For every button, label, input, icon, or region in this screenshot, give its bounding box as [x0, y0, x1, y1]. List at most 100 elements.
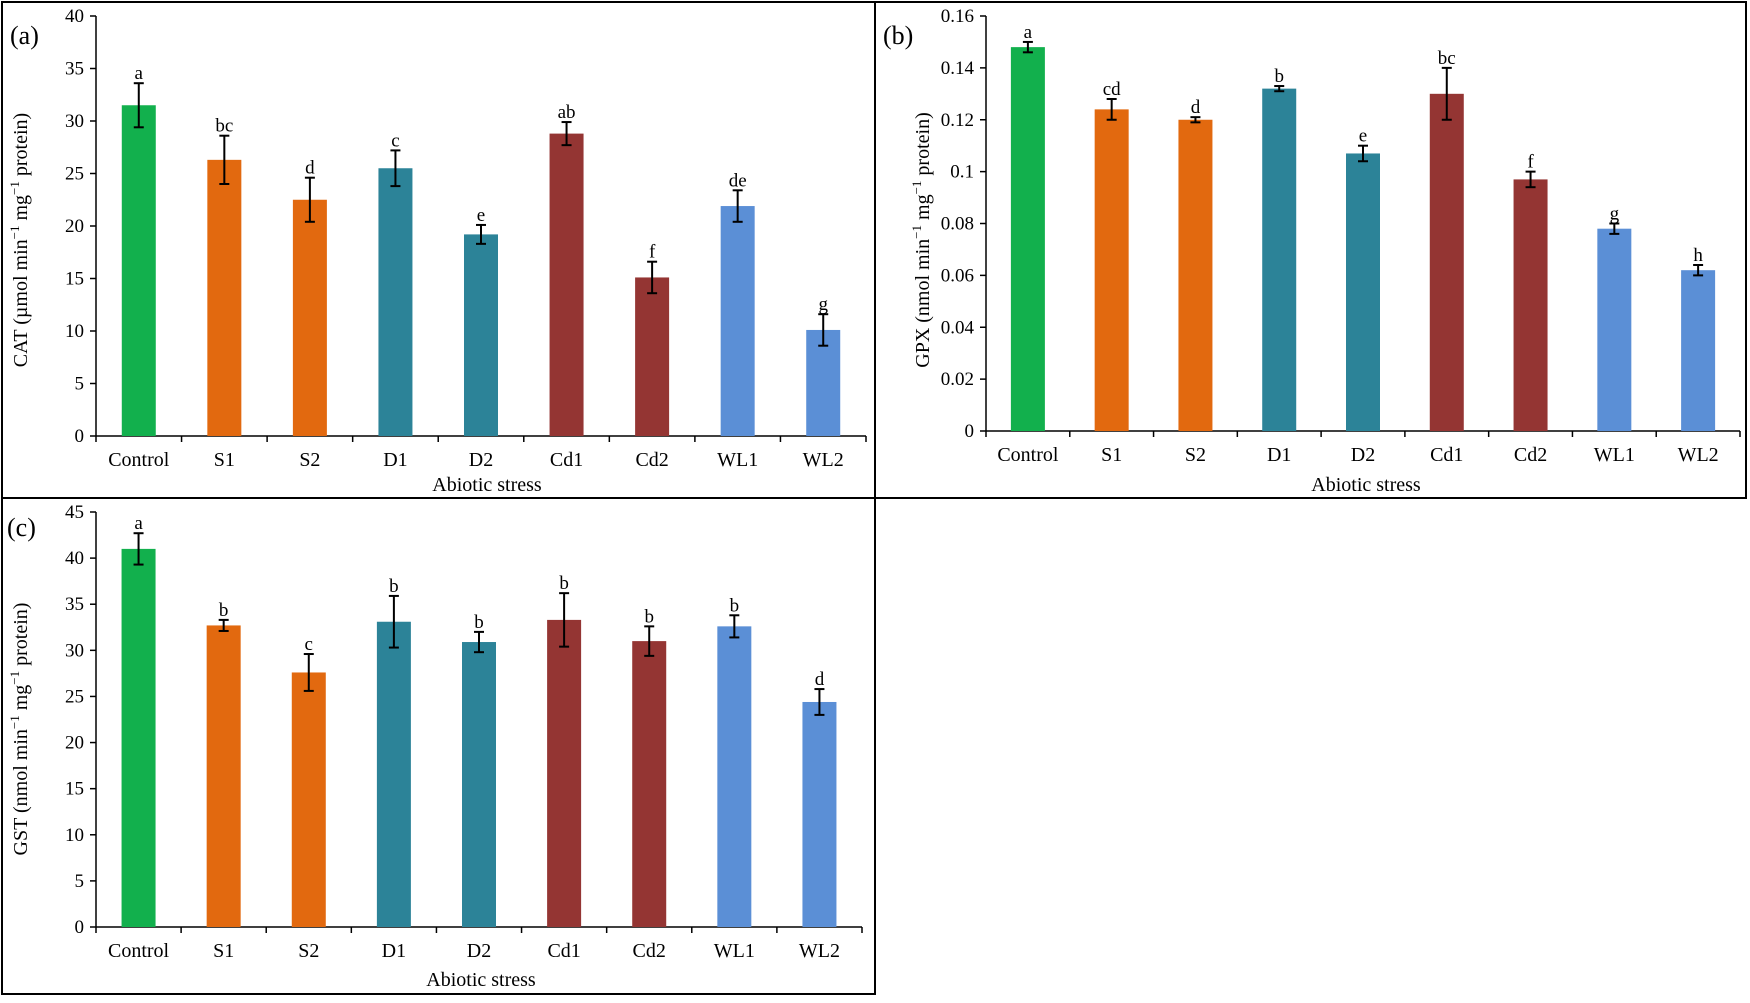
panel-b-y-tick-label: 0 [965, 421, 975, 442]
panel-c-bar-s2 [291, 672, 326, 927]
panel-b-bar-s1 [1094, 109, 1129, 431]
panel-c-y-tick-label: 30 [65, 640, 84, 661]
panel-b-significance-letter: e [1359, 126, 1367, 147]
panel-b-x-tick-label: S2 [1185, 444, 1206, 466]
panel-a-error-bar-s2 [304, 176, 315, 223]
panel-c-significance-letter: b [219, 600, 229, 621]
panel-b-bar-control [1010, 47, 1045, 431]
panel-b-bar-wl2 [1681, 270, 1716, 431]
panel-a-significance-letter: bc [215, 116, 233, 137]
panel-b-x-axis-title: Abiotic stress [1311, 474, 1421, 496]
panel-c-bar-wl1 [717, 626, 752, 927]
panel-c-significance-letter: b [474, 612, 484, 633]
panel-a-error-bar-cd1 [561, 121, 572, 147]
panel-b-error-bar-d2 [1358, 144, 1368, 163]
panel-b-error-bar-wl2 [1693, 264, 1704, 277]
panel-b-significance-letter: g [1610, 204, 1620, 225]
panel-b-frame [874, 1, 1747, 499]
panel-a-x-tick-label: Control [108, 449, 170, 471]
panel-c-significance-letter: b [389, 576, 399, 597]
panel-b-x-tick-label: Cd2 [1514, 444, 1547, 466]
panel-c-error-bar-control [133, 532, 144, 566]
panel-a-label: (a) [10, 21, 39, 50]
panel-c-bar-wl2 [802, 701, 837, 927]
panel-a-error-bar-d2 [476, 223, 486, 245]
panel-b-y-tick-label: 0.1 [950, 162, 974, 183]
panel-c-x-tick-label: S1 [213, 940, 234, 962]
panel-a-cat: (a) CAT (µmol min−1 mg−1 protein) Abioti… [1, 1, 876, 499]
panel-c-significance-letter: d [815, 669, 825, 690]
panel-c-significance-letter: b [559, 573, 569, 594]
panel-c-error-bar-cd2 [644, 625, 655, 657]
panel-a-x-tick-label: WL1 [717, 449, 758, 471]
panel-c-x-tick-label: WL2 [799, 940, 840, 962]
panel-b-bar-cd2 [1513, 179, 1548, 431]
panel-c-x-tick-label: D1 [382, 940, 406, 962]
panel-c-significance-letter: b [644, 606, 654, 627]
panel-a-x-tick-label: Cd1 [550, 449, 583, 471]
panel-c-x-axis-title: Abiotic stress [426, 969, 536, 991]
panel-c-bar-cd1 [547, 619, 582, 927]
panel-b-bar-cd1 [1429, 93, 1464, 431]
panel-c-x-tick-label: Cd1 [547, 940, 580, 962]
panel-c-x-tick-label: S2 [298, 940, 319, 962]
panel-c-y-tick-label: 0 [75, 917, 85, 938]
panel-a-y-tick-label: 15 [65, 269, 84, 290]
panel-a-bar-wl2 [806, 329, 841, 436]
panel-c-error-bar-d1 [388, 594, 399, 649]
panel-c-bar-cd2 [632, 641, 667, 927]
panel-a-y-tick-label: 20 [65, 216, 84, 237]
panel-c-y-tick-label: 45 [65, 502, 84, 523]
panel-a-significance-letter: c [391, 130, 399, 151]
panel-b-error-bar-d1 [1274, 85, 1285, 93]
panel-b-bar-d2 [1346, 153, 1380, 431]
panel-b-error-bar-control [1022, 40, 1033, 54]
panel-b-significance-letter: bc [1438, 48, 1456, 69]
panel-b-significance-letter: b [1274, 66, 1284, 87]
panel-b-significance-letter: d [1191, 97, 1201, 118]
panel-a-x-tick-label: Cd2 [635, 449, 668, 471]
panel-a-significance-letter: e [477, 205, 485, 226]
panel-a-y-tick-label: 25 [65, 164, 84, 185]
panel-c-y-axis-title: GST (nmol min−1 mg−1 protein) [7, 603, 32, 856]
panel-a-x-axis-title: Abiotic stress [432, 474, 542, 496]
panel-a-significance-letter: ab [558, 102, 576, 123]
panel-c-x-tick-label: Cd2 [633, 940, 666, 962]
panel-b-y-tick-label: 0.02 [941, 369, 974, 390]
panel-a-x-tick-label: S2 [299, 449, 320, 471]
panel-c-y-tick-label: 10 [65, 825, 84, 846]
panel-a-x-tick-label: D1 [383, 449, 407, 471]
panel-b-significance-letter: h [1693, 245, 1703, 266]
panel-a-bar-wl1 [720, 206, 755, 436]
panel-c-bar-s1 [206, 625, 241, 927]
panel-b-error-bar-s1 [1106, 98, 1117, 121]
panel-b-significance-letter: a [1024, 22, 1033, 43]
panel-a-bar-d1 [378, 168, 413, 436]
panel-c-error-bar-s1 [218, 618, 229, 632]
panel-c-error-bar-s2 [303, 653, 314, 692]
panel-b-x-tick-label: Control [997, 444, 1059, 466]
panel-c-x-tick-label: WL1 [714, 940, 755, 962]
panel-b-y-tick-label: 0.12 [941, 110, 974, 131]
panel-c-error-bar-cd1 [559, 592, 570, 648]
panel-a-bar-s1 [207, 159, 242, 436]
panel-a-y-tick-label: 40 [65, 6, 84, 27]
panel-b-x-tick-label: Cd1 [1430, 444, 1463, 466]
panel-c-bar-d2 [462, 642, 496, 927]
panel-c-significance-letter: c [305, 634, 313, 655]
panel-b-error-bar-s2 [1190, 116, 1201, 124]
panel-c-y-tick-label: 15 [65, 779, 84, 800]
panel-a-y-tick-label: 35 [65, 59, 84, 80]
panel-b-bar-d1 [1262, 88, 1297, 431]
panel-b-y-axis-title: GPX (nmol min−1 mg−1 protein) [909, 112, 934, 367]
panel-a-bar-cd2 [635, 277, 670, 436]
panel-a-significance-letter: f [649, 242, 656, 263]
panel-b-y-tick-label: 0.16 [941, 6, 974, 27]
panel-b-x-tick-label: S1 [1101, 444, 1122, 466]
panel-c-y-tick-label: 25 [65, 686, 84, 707]
panel-c-bar-d1 [376, 621, 411, 927]
panel-b-x-tick-label: WL1 [1594, 444, 1635, 466]
panel-c-error-bar-wl2 [814, 688, 825, 716]
panel-a-y-tick-label: 0 [75, 426, 85, 447]
panel-c-x-tick-label: D2 [467, 940, 491, 962]
